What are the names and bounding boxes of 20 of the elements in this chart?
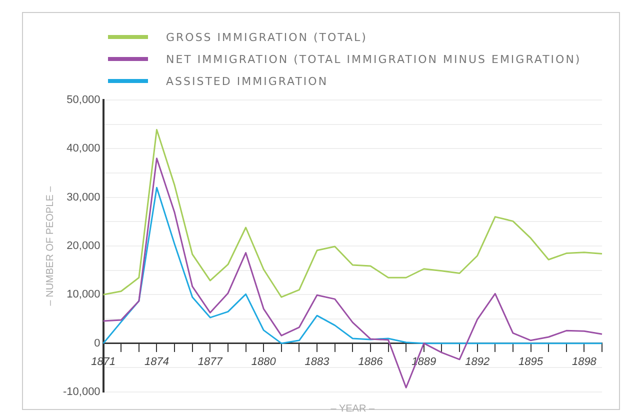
y-axis-title: – NUMBER OF PEOPLE – [44,186,56,306]
x-tick-label: 1892 [465,356,490,368]
x-tick-label: 1877 [198,356,224,368]
y-tick-label: 30,000 [66,191,100,204]
y-tick-label: 0 [94,337,100,350]
legend-label: ASSISTED IMMIGRATION [166,74,328,88]
x-tick-label: 1880 [251,356,277,368]
x-tick-label: 1874 [144,356,169,368]
legend-label: GROSS IMMIGRATION (TOTAL) [166,30,368,44]
y-tick-label: 10,000 [66,288,100,301]
x-tick-label: 1895 [518,356,544,368]
x-axis-title: – YEAR – [330,403,375,412]
x-tick-label: 1883 [304,356,330,368]
y-tick-label: -10,000 [62,386,100,398]
x-tick-label: 1898 [572,356,598,368]
y-tick-label: 40,000 [66,142,100,155]
y-tick-label: 20,000 [66,240,100,252]
legend-label: NET IMMIGRATION (TOTAL IMMIGRATION MINUS EMIGRATION) [166,52,582,66]
y-tick-label: 50,000 [66,94,100,106]
x-tick-label: 1886 [358,356,384,368]
